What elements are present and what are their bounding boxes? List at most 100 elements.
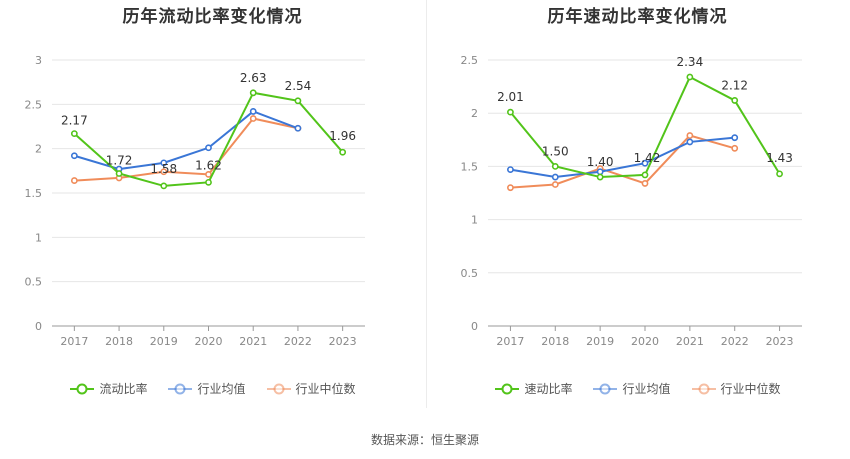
current-data-point[interactable] bbox=[339, 148, 347, 156]
current-data-label: 1.58 bbox=[150, 162, 177, 176]
quick-ratio-chart-title: 历年速动比率变化情况 bbox=[547, 7, 728, 27]
current-data-label: 1.62 bbox=[195, 158, 222, 172]
quick-x-tick-label: 2017 bbox=[496, 335, 524, 348]
quick-series-line-2 bbox=[510, 134, 735, 189]
quick-data-point[interactable] bbox=[507, 108, 514, 116]
current-data-label: 2.54 bbox=[285, 79, 312, 93]
quick-ratio-chart-panel: 历年速动比率变化情况 0 0.5 1 1.5 2 2.5 2017 2018 2019 2020 2… bbox=[425, 0, 850, 410]
current-legend-item-0[interactable]: 流动比率 bbox=[69, 380, 147, 397]
quick-data-point[interactable] bbox=[686, 73, 694, 81]
quick-x-tick-label: 2023 bbox=[766, 335, 794, 348]
quick-data-point[interactable] bbox=[507, 184, 514, 192]
data-source-footer: 数据来源：恒生聚源 bbox=[370, 433, 479, 447]
current-y-tick-label: 2.5 bbox=[25, 98, 43, 111]
quick-legend-item-2[interactable]: 行业中位数 bbox=[691, 380, 781, 397]
current-data-point[interactable] bbox=[294, 124, 302, 132]
current-data-point[interactable] bbox=[205, 178, 212, 186]
current-y-tick-label: 2 bbox=[35, 143, 42, 156]
current-data-point[interactable] bbox=[160, 182, 168, 190]
current-data-label: 2.63 bbox=[240, 71, 267, 85]
current-y-tick-label: 0.5 bbox=[25, 276, 43, 289]
quick-data-point[interactable] bbox=[686, 138, 694, 146]
quick-ratio-legend: 速动比率 行业均值 行业中位数 bbox=[425, 380, 850, 397]
quick-data-point[interactable] bbox=[731, 144, 739, 152]
current-ratio-chart-title: 历年流动比率变化情况 bbox=[122, 7, 303, 27]
quick-data-point[interactable] bbox=[641, 159, 649, 167]
quick-data-point[interactable] bbox=[507, 166, 514, 173]
current-y-tick-label: 1 bbox=[35, 231, 42, 244]
current-y-tick-label: 3 bbox=[35, 54, 42, 67]
current-legend-item-1[interactable]: 行业均值 bbox=[167, 380, 246, 397]
legend-line-marker-icon bbox=[691, 383, 716, 394]
quick-data-point[interactable] bbox=[686, 132, 694, 139]
quick-legend-item-1[interactable]: 行业均值 bbox=[592, 380, 671, 397]
current-data-point[interactable] bbox=[70, 130, 78, 137]
quick-data-label: 1.43 bbox=[766, 151, 793, 165]
current-x-tick-label: 2019 bbox=[150, 335, 178, 348]
quick-y-tick-label: 1 bbox=[471, 214, 478, 227]
quick-data-point[interactable] bbox=[551, 181, 559, 188]
legend-line-marker-icon bbox=[593, 383, 618, 394]
current-data-point[interactable] bbox=[249, 89, 257, 97]
quick-data-point[interactable] bbox=[551, 162, 559, 170]
current-data-point[interactable] bbox=[205, 170, 212, 178]
current-data-label: 1.72 bbox=[106, 153, 133, 167]
quick-x-tick-label: 2019 bbox=[586, 335, 614, 348]
current-series-line-2 bbox=[74, 117, 299, 182]
legend-line-marker-icon bbox=[70, 383, 95, 394]
current-x-tick-label: 2018 bbox=[105, 335, 133, 348]
legend-line-marker-icon bbox=[168, 383, 193, 394]
current-data-point[interactable] bbox=[115, 170, 123, 177]
current-data-label: 2.17 bbox=[61, 114, 88, 128]
quick-ratio-chart-plot: 0 0.5 1 1.5 2 2.5 2017 2018 2019 2020 2021 2022 2023… bbox=[461, 54, 802, 348]
current-data-point[interactable] bbox=[294, 97, 302, 105]
current-data-point[interactable] bbox=[249, 108, 257, 115]
current-x-tick-label: 2017 bbox=[60, 335, 88, 348]
current-legend-label: 行业均值 bbox=[197, 382, 246, 396]
current-data-point[interactable] bbox=[70, 152, 78, 160]
quick-legend-label: 行业均值 bbox=[622, 382, 671, 396]
quick-data-label: 1.40 bbox=[587, 155, 614, 169]
current-legend-label: 行业中位数 bbox=[295, 382, 356, 396]
legend-line-marker-icon bbox=[495, 383, 520, 394]
current-data-point[interactable] bbox=[160, 159, 168, 167]
current-y-tick-label: 1.5 bbox=[25, 187, 43, 200]
current-x-tick-label: 2023 bbox=[329, 335, 357, 348]
current-data-point[interactable] bbox=[249, 115, 257, 122]
quick-y-tick-label: 2.5 bbox=[461, 54, 479, 67]
quick-data-label: 1.50 bbox=[542, 144, 569, 158]
quick-data-point[interactable] bbox=[641, 171, 649, 179]
quick-data-point[interactable] bbox=[596, 168, 604, 176]
current-ratio-chart-panel: 历年流动比率变化情况 0 0.5 1 1.5 2 2.5 3 2017 2018 2019 2020… bbox=[0, 0, 425, 410]
current-y-tick-label: 0 bbox=[35, 320, 42, 333]
quick-data-label: 2.01 bbox=[497, 90, 524, 104]
current-legend-item-2[interactable]: 行业中位数 bbox=[266, 380, 356, 397]
quick-y-tick-label: 0.5 bbox=[461, 267, 479, 280]
current-data-point[interactable] bbox=[205, 144, 212, 152]
quick-data-label: 2.34 bbox=[676, 55, 703, 69]
current-data-point[interactable] bbox=[70, 177, 78, 184]
panel-divider bbox=[426, 0, 427, 408]
quick-data-point[interactable] bbox=[551, 173, 559, 181]
quick-series-line-1 bbox=[510, 136, 735, 179]
current-ratio-chart-plot: 0 0.5 1 1.5 2 2.5 3 2017 2018 2019 2020 2021 2022 202… bbox=[25, 54, 365, 348]
quick-y-tick-label: 1.5 bbox=[461, 160, 479, 173]
current-data-point[interactable] bbox=[160, 168, 168, 176]
current-ratio-legend: 流动比率 行业均值 行业中位数 bbox=[0, 380, 425, 397]
quick-y-tick-label: 2 bbox=[471, 107, 478, 120]
quick-legend-item-0[interactable]: 速动比率 bbox=[494, 380, 572, 397]
quick-data-point[interactable] bbox=[641, 180, 649, 187]
quick-data-point[interactable] bbox=[731, 97, 739, 104]
quick-data-point[interactable] bbox=[731, 134, 739, 142]
quick-x-tick-label: 2021 bbox=[676, 335, 704, 348]
quick-legend-label: 速动比率 bbox=[524, 382, 573, 396]
current-legend-label: 流动比率 bbox=[99, 382, 148, 396]
current-x-tick-label: 2020 bbox=[195, 335, 223, 348]
quick-y-tick-label: 0 bbox=[471, 320, 478, 333]
quick-legend-label: 行业中位数 bbox=[720, 382, 781, 396]
quick-data-label: 2.12 bbox=[721, 78, 748, 92]
quick-data-point[interactable] bbox=[596, 173, 604, 181]
current-x-tick-label: 2021 bbox=[239, 335, 267, 348]
current-x-tick-label: 2022 bbox=[284, 335, 312, 348]
quick-data-point[interactable] bbox=[776, 170, 783, 178]
